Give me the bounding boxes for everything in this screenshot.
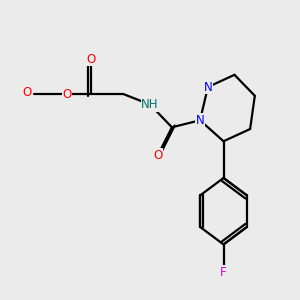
Text: O: O xyxy=(86,52,95,66)
Text: N: N xyxy=(203,81,212,94)
Text: O: O xyxy=(22,86,32,99)
Text: NH: NH xyxy=(141,98,159,111)
Text: O: O xyxy=(62,88,72,100)
Text: N: N xyxy=(196,114,204,127)
Text: O: O xyxy=(153,149,162,162)
Text: F: F xyxy=(220,266,227,279)
